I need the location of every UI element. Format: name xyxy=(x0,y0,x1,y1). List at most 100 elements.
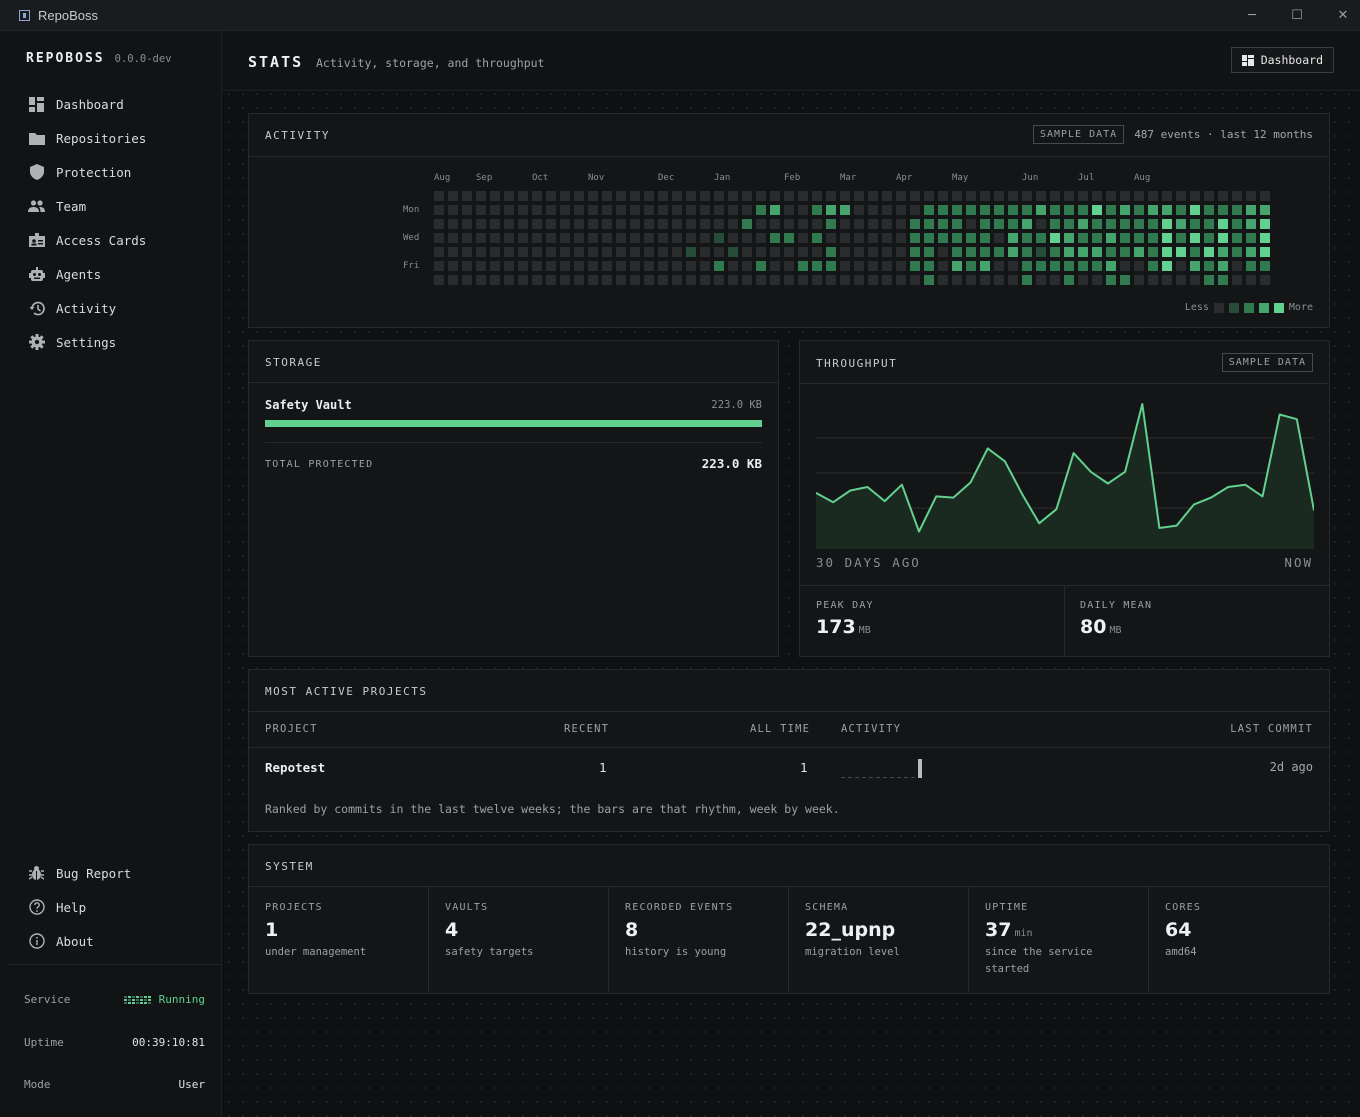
sidebar-item-settings[interactable]: Settings xyxy=(0,325,222,359)
heatmap-cell xyxy=(518,205,528,215)
heatmap-cell xyxy=(504,275,514,285)
heatmap-cell xyxy=(1008,191,1018,201)
legend-more: More xyxy=(1288,302,1313,313)
heatmap-cell xyxy=(700,275,710,285)
sidebar-item-activity[interactable]: Activity xyxy=(0,291,222,325)
heatmap-day-label: Wed xyxy=(403,233,420,243)
heatmap-cell xyxy=(434,247,444,257)
heatmap-cell xyxy=(798,261,808,271)
heatmap-month-label: Feb xyxy=(784,173,801,183)
minimize-button[interactable]: ─ xyxy=(1248,8,1256,23)
heatmap-cell xyxy=(518,219,528,229)
vault-name: Safety Vault xyxy=(265,398,352,412)
heatmap-month-label: Jun xyxy=(1022,173,1039,183)
sidebar-item-repositories[interactable]: Repositories xyxy=(0,121,222,155)
sample-data-badge: SAMPLE DATA xyxy=(1221,353,1313,372)
heatmap-cell xyxy=(448,275,458,285)
sidebar-item-team[interactable]: Team xyxy=(0,189,222,223)
sidebar-item-help[interactable]: Help xyxy=(0,890,222,924)
heatmap-cell xyxy=(896,219,906,229)
heatmap-cell xyxy=(938,275,948,285)
mode-label: Mode xyxy=(24,1078,51,1091)
heatmap-cell xyxy=(994,191,1004,201)
heatmap-cell xyxy=(1204,205,1214,215)
heatmap-cell xyxy=(1162,233,1172,243)
bug-icon xyxy=(28,865,45,882)
sparkline-bar xyxy=(876,777,880,778)
heatmap-cell xyxy=(658,275,668,285)
heatmap-cell xyxy=(518,247,528,257)
heatmap-cell xyxy=(1036,219,1046,229)
heatmap-cell xyxy=(1022,261,1032,271)
sparkline-bar xyxy=(904,777,908,778)
heatmap-cell xyxy=(882,261,892,271)
heatmap-cell xyxy=(742,247,752,257)
stat-label: CORES xyxy=(1165,902,1202,913)
heatmap-cell xyxy=(896,275,906,285)
heatmap-cell xyxy=(1204,275,1214,285)
heatmap-cell xyxy=(952,247,962,257)
sidebar-item-dashboard[interactable]: Dashboard xyxy=(0,87,222,121)
heatmap-cell xyxy=(1036,191,1046,201)
sidebar-item-protection[interactable]: Protection xyxy=(0,155,222,189)
projects-title: MOST ACTIVE PROJECTS xyxy=(265,685,428,698)
heatmap-cell xyxy=(1008,233,1018,243)
heatmap-cell xyxy=(532,261,542,271)
heatmap-cell xyxy=(490,233,500,243)
sidebar-item-agents[interactable]: Agents xyxy=(0,257,222,291)
heatmap-cell xyxy=(1078,233,1088,243)
sidebar-item-label: Team xyxy=(56,198,87,214)
heatmap-cell xyxy=(588,233,598,243)
heatmap-cell xyxy=(1078,261,1088,271)
heatmap-cell xyxy=(714,191,724,201)
heatmap-cell xyxy=(770,261,780,271)
page-subtitle: Activity, storage, and throughput xyxy=(316,56,545,70)
heatmap-cell xyxy=(1064,233,1074,243)
heatmap-cell xyxy=(756,205,766,215)
heatmap-cell xyxy=(686,219,696,229)
close-button[interactable]: ✕ xyxy=(1337,8,1349,23)
maximize-button[interactable]: ☐ xyxy=(1291,8,1303,23)
heatmap-cell xyxy=(854,275,864,285)
heatmap-cell xyxy=(854,261,864,271)
heatmap-cell xyxy=(700,233,710,243)
heatmap-cell xyxy=(784,275,794,285)
heatmap-cell xyxy=(1232,191,1242,201)
heatmap-cell xyxy=(448,205,458,215)
heatmap-cell xyxy=(1218,233,1228,243)
heatmap-cell xyxy=(1022,247,1032,257)
project-last-commit: 2d ago xyxy=(1269,760,1313,774)
heatmap-cell xyxy=(1050,261,1060,271)
heatmap-cell xyxy=(966,275,976,285)
mode-status-row: Mode User xyxy=(24,1078,205,1091)
heatmap-cell xyxy=(658,233,668,243)
heatmap-cell xyxy=(1260,261,1270,271)
heatmap-cell xyxy=(1050,205,1060,215)
heatmap-cell xyxy=(1190,191,1200,201)
service-status-value: Running xyxy=(158,993,205,1006)
heatmap-cell xyxy=(616,275,626,285)
dashboard-button[interactable]: Dashboard xyxy=(1230,47,1334,73)
heatmap-cell xyxy=(896,205,906,215)
heatmap-cell xyxy=(700,205,710,215)
heatmap-cell xyxy=(1134,247,1144,257)
main-content: STATS Activity, storage, and throughput … xyxy=(222,31,1360,1117)
heatmap-cell xyxy=(952,233,962,243)
heatmap-cell xyxy=(644,219,654,229)
heatmap-cell xyxy=(812,247,822,257)
sidebar-item-access-cards[interactable]: Access Cards xyxy=(0,223,222,257)
throughput-line xyxy=(816,403,1314,533)
activity-heatmap: Aug Sep Oct Nov Dec Jan Feb Mar Apr May Jun Jul Aug M… xyxy=(249,114,1331,329)
heatmap-cell xyxy=(1190,261,1200,271)
heatmap-cell xyxy=(462,219,472,229)
dashboard-icon xyxy=(1241,54,1254,66)
heatmap-cell xyxy=(504,261,514,271)
heatmap-cell xyxy=(1120,191,1130,201)
sidebar-item-about[interactable]: About xyxy=(0,924,222,958)
heatmap-cell xyxy=(812,233,822,243)
heatmap-cell xyxy=(1232,261,1242,271)
sidebar-item-bug-report[interactable]: Bug Report xyxy=(0,856,222,890)
heatmap-cell xyxy=(714,261,724,271)
table-row[interactable]: Repotest 1 1 2d ago xyxy=(249,748,1329,788)
heatmap-cell xyxy=(868,205,878,215)
